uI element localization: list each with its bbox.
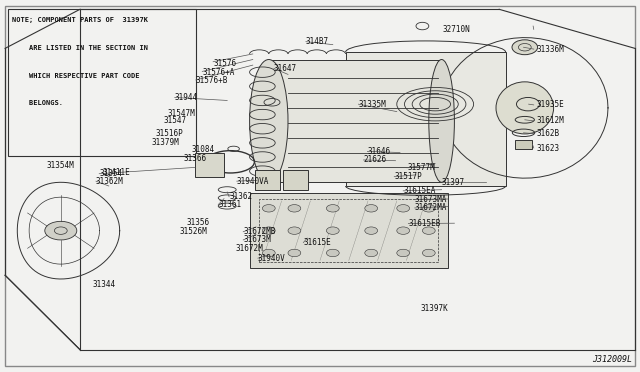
- Text: 31354: 31354: [99, 169, 122, 178]
- Text: 31361: 31361: [218, 201, 241, 209]
- Text: 31647: 31647: [274, 64, 297, 73]
- Ellipse shape: [250, 60, 288, 182]
- Text: 31411E: 31411E: [102, 168, 130, 177]
- Circle shape: [288, 249, 301, 257]
- Text: 31379M: 31379M: [151, 138, 179, 147]
- Text: 31366: 31366: [184, 154, 207, 163]
- Text: 31935E: 31935E: [537, 100, 564, 109]
- Circle shape: [326, 227, 339, 234]
- Text: 31576: 31576: [213, 59, 236, 68]
- Text: 31335M: 31335M: [358, 100, 386, 109]
- Circle shape: [512, 40, 538, 55]
- Ellipse shape: [429, 60, 454, 182]
- Circle shape: [397, 249, 410, 257]
- Bar: [255, 170, 280, 190]
- Circle shape: [397, 227, 410, 234]
- Circle shape: [422, 227, 435, 234]
- Bar: [515, 140, 532, 149]
- Bar: [269, 60, 442, 182]
- Text: 31672MB: 31672MB: [243, 227, 276, 236]
- Circle shape: [262, 227, 275, 234]
- Circle shape: [288, 227, 301, 234]
- Text: 31526M: 31526M: [179, 227, 207, 236]
- Circle shape: [365, 205, 378, 212]
- Bar: [283, 170, 308, 190]
- Text: 31354M: 31354M: [47, 161, 74, 170]
- Circle shape: [326, 249, 339, 257]
- Text: 32710N: 32710N: [443, 25, 470, 34]
- Text: 31397K: 31397K: [420, 304, 448, 313]
- Text: 31362: 31362: [229, 192, 252, 201]
- Text: 314B7: 314B7: [306, 37, 329, 46]
- Text: 31623: 31623: [537, 144, 560, 153]
- Text: 31547M: 31547M: [167, 109, 195, 118]
- Circle shape: [422, 249, 435, 257]
- Circle shape: [262, 249, 275, 257]
- Circle shape: [422, 205, 435, 212]
- Text: 31646: 31646: [367, 147, 390, 156]
- Text: 31516P: 31516P: [156, 129, 183, 138]
- Circle shape: [45, 221, 77, 240]
- Ellipse shape: [496, 82, 554, 134]
- Text: 31397: 31397: [442, 178, 465, 187]
- Bar: [346, 52, 506, 186]
- Text: 31615EA: 31615EA: [403, 186, 436, 195]
- Text: 31362M: 31362M: [96, 177, 124, 186]
- Bar: [250, 193, 448, 268]
- Text: 31940VA: 31940VA: [237, 177, 269, 186]
- Text: WHICH RESPECTIVE PART CODE: WHICH RESPECTIVE PART CODE: [12, 73, 139, 78]
- Text: 31672MA: 31672MA: [415, 203, 447, 212]
- Circle shape: [397, 205, 410, 212]
- Bar: [8, 9, 196, 156]
- Text: 31547: 31547: [163, 116, 186, 125]
- Text: 31577M: 31577M: [407, 163, 435, 172]
- Text: 31356: 31356: [187, 218, 210, 227]
- Text: 31673MA: 31673MA: [415, 195, 447, 204]
- Text: 3162B: 3162B: [537, 129, 560, 138]
- Text: NOTE; COMPONENT PARTS OF  31397K: NOTE; COMPONENT PARTS OF 31397K: [12, 17, 148, 23]
- Text: 31084: 31084: [191, 145, 214, 154]
- Text: 21626: 21626: [364, 155, 387, 164]
- Circle shape: [288, 205, 301, 212]
- Text: 31612M: 31612M: [537, 116, 564, 125]
- Bar: [259, 199, 438, 262]
- Text: 31336M: 31336M: [537, 45, 564, 54]
- Circle shape: [365, 227, 378, 234]
- Text: 31576+B: 31576+B: [196, 76, 228, 85]
- Text: 31944: 31944: [175, 93, 198, 102]
- Text: BELONGS.: BELONGS.: [12, 100, 63, 106]
- Text: 31576+A: 31576+A: [202, 68, 235, 77]
- Text: 31615EB: 31615EB: [408, 219, 441, 228]
- Text: ARE LISTED IN THE SECTION IN: ARE LISTED IN THE SECTION IN: [12, 45, 148, 51]
- Text: 31517P: 31517P: [394, 172, 422, 181]
- Text: 31673M: 31673M: [243, 235, 271, 244]
- Circle shape: [365, 249, 378, 257]
- Text: 31344: 31344: [92, 280, 115, 289]
- Circle shape: [326, 205, 339, 212]
- Text: 31672M: 31672M: [236, 244, 263, 253]
- Text: 31940V: 31940V: [258, 254, 285, 263]
- Text: J312009L: J312009L: [593, 355, 632, 364]
- Bar: [195, 153, 224, 177]
- Text: 31615E: 31615E: [303, 238, 331, 247]
- Circle shape: [262, 205, 275, 212]
